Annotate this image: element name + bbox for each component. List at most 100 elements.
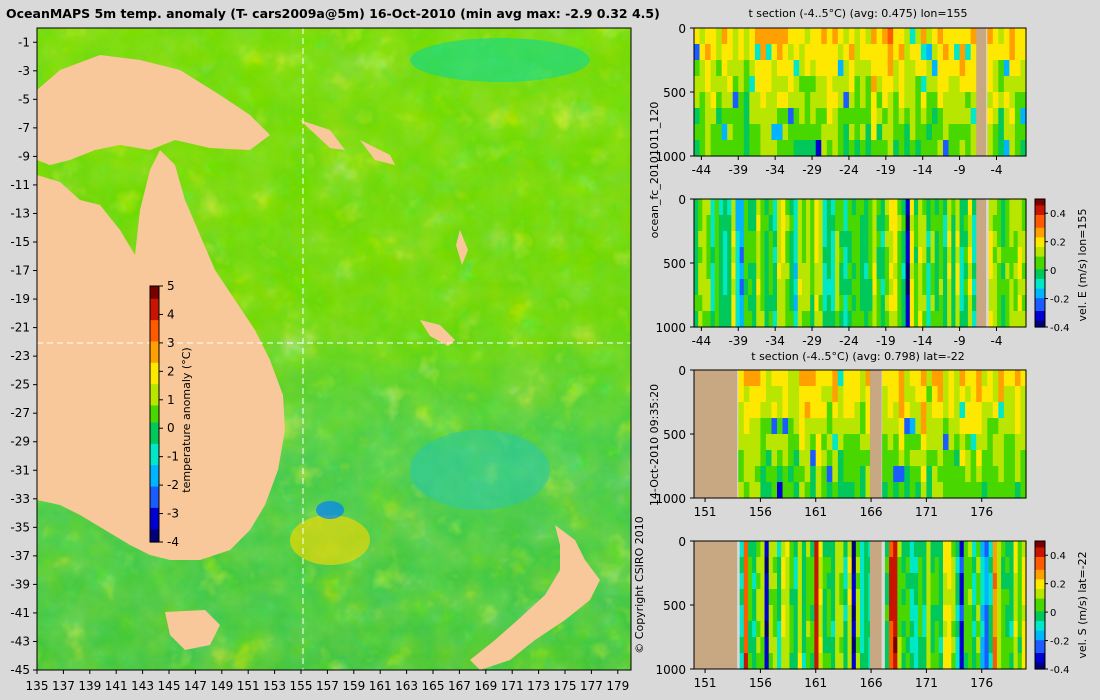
section-cell	[988, 653, 994, 670]
section-cell	[818, 637, 824, 654]
section-cell	[848, 418, 856, 435]
section-colorbar-swatch	[1035, 221, 1045, 226]
section-cell	[904, 370, 911, 387]
section-cell	[913, 589, 919, 606]
section-cell	[801, 295, 807, 312]
section-cell	[793, 434, 800, 451]
section-colorbar-tick-label: 0	[1050, 608, 1056, 619]
section-cell	[782, 28, 789, 45]
section-cell	[943, 386, 950, 403]
section-cell	[884, 557, 890, 574]
section-cell	[898, 44, 905, 61]
section-cell	[918, 279, 923, 296]
section-cell	[893, 573, 898, 590]
section-colorbar-swatch	[1035, 553, 1045, 558]
section-cell	[777, 557, 782, 574]
section-cell	[710, 263, 716, 280]
section-cell	[749, 140, 756, 157]
section-cell	[872, 263, 878, 280]
section-cell	[731, 247, 737, 264]
section-land	[869, 370, 882, 498]
section-cell	[904, 60, 911, 77]
section-cell	[777, 637, 782, 654]
section-cell	[777, 60, 784, 77]
section-cell	[876, 44, 883, 61]
section-cell	[897, 557, 903, 574]
section-cell	[727, 311, 732, 328]
section-cell	[963, 557, 969, 574]
section-cell	[760, 418, 767, 435]
section-cell	[855, 589, 861, 606]
section-cell	[948, 418, 955, 435]
section-cell	[909, 279, 915, 296]
section-cell	[988, 573, 994, 590]
section-cell	[963, 279, 969, 296]
section-cell	[764, 199, 770, 216]
section-cell	[970, 450, 977, 467]
section-cell	[937, 450, 944, 467]
section-cell	[848, 44, 856, 61]
section-cell	[830, 247, 836, 264]
section-cell	[731, 199, 737, 216]
section-cell	[743, 402, 750, 419]
map-colorbar-frame	[149, 285, 160, 543]
section-colorbar-swatch	[1035, 291, 1045, 296]
section-cell	[747, 311, 753, 328]
section-land	[694, 541, 738, 669]
map-colorbar-swatch	[150, 529, 159, 535]
section-cell	[893, 621, 898, 638]
section-cell	[743, 482, 750, 499]
map-y-tick-label: -5	[18, 92, 30, 106]
warm-anomaly	[290, 515, 370, 565]
section-cell	[955, 263, 961, 280]
section-cell	[998, 482, 1005, 499]
section-cell	[810, 295, 815, 312]
section-cell	[839, 199, 844, 216]
section-cell	[951, 263, 957, 280]
section-cell	[860, 573, 865, 590]
section-cell	[843, 60, 850, 77]
section-cell	[760, 653, 766, 670]
section-cell	[1014, 386, 1022, 403]
section-cell	[843, 466, 850, 483]
section-cell	[743, 263, 749, 280]
map-x-tick-label: 161	[369, 679, 392, 693]
section-cell	[768, 231, 774, 248]
section-cell	[702, 215, 708, 232]
section-cell	[926, 44, 933, 61]
section-cell	[926, 140, 933, 157]
map-x-tick-label: 175	[554, 679, 577, 693]
section-cell	[752, 589, 757, 606]
section-cell	[814, 621, 820, 638]
run-date-label: 14-Oct-2010 09:35:20	[648, 384, 661, 506]
section-colorbar-swatch	[1035, 614, 1045, 619]
section-cell	[959, 386, 966, 403]
section-cell	[839, 605, 844, 622]
section-cell	[851, 621, 857, 638]
map-colorbar-swatch	[150, 473, 159, 479]
section-cell	[1001, 263, 1006, 280]
section-cell	[1003, 370, 1010, 387]
section-cell	[793, 92, 800, 109]
section-cell	[799, 108, 806, 125]
section-cell	[782, 124, 789, 141]
section-cell	[793, 386, 800, 403]
section-cell	[959, 370, 966, 387]
map-colorbar-swatch	[150, 320, 159, 325]
section-cell	[847, 637, 853, 654]
section-cell	[868, 199, 874, 216]
section-cell	[937, 44, 944, 61]
section-cell	[781, 621, 786, 638]
section-cell	[930, 653, 936, 670]
section-cell	[1013, 605, 1019, 622]
section-cell	[992, 199, 998, 216]
section-cell	[954, 124, 961, 141]
section-cell	[987, 386, 994, 403]
map-colorbar-swatch	[150, 507, 159, 513]
section-cell	[799, 466, 806, 483]
section-cell	[756, 621, 761, 638]
section-cell	[922, 573, 927, 590]
section-x-tick-label: 156	[749, 676, 772, 690]
section-cell	[760, 60, 767, 77]
